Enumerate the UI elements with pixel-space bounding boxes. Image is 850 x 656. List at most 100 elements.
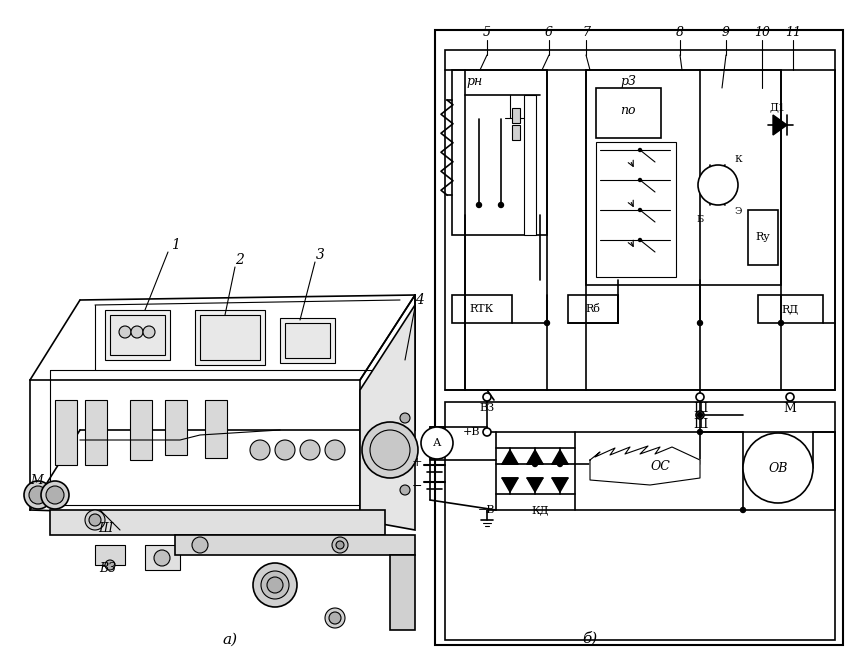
Circle shape (154, 550, 170, 566)
Bar (435, 30, 843, 645)
Polygon shape (527, 478, 543, 492)
Circle shape (698, 321, 702, 325)
Text: 4: 4 (415, 293, 424, 307)
Circle shape (638, 148, 642, 152)
Text: RТК: RТК (470, 304, 494, 314)
Circle shape (261, 571, 289, 599)
Circle shape (483, 428, 491, 436)
Text: КД: КД (531, 505, 549, 515)
Text: К: К (734, 155, 742, 165)
Circle shape (558, 462, 563, 466)
Text: 10: 10 (754, 26, 770, 39)
Text: 1: 1 (171, 238, 179, 252)
Text: 5: 5 (483, 26, 491, 39)
Circle shape (332, 537, 348, 553)
Bar (130, 400, 152, 460)
Circle shape (24, 481, 52, 509)
Text: Д1: Д1 (770, 102, 786, 112)
Bar (445, 402, 835, 640)
Text: 3: 3 (315, 248, 325, 262)
Text: ВЗ: ВЗ (99, 562, 116, 575)
Bar (568, 295, 618, 323)
Text: по: по (620, 104, 636, 117)
Bar (110, 315, 165, 355)
Bar (285, 323, 330, 358)
Text: 11: 11 (785, 26, 801, 39)
Circle shape (638, 239, 642, 241)
Text: 9: 9 (722, 26, 730, 39)
Circle shape (698, 165, 738, 205)
Circle shape (786, 393, 794, 401)
Bar (55, 400, 77, 465)
Text: +: + (411, 455, 422, 468)
Circle shape (336, 541, 344, 549)
Polygon shape (552, 450, 568, 464)
Circle shape (89, 514, 101, 526)
Bar (596, 88, 661, 138)
Circle shape (46, 486, 64, 504)
Bar (205, 400, 227, 458)
Circle shape (267, 577, 283, 593)
Bar (200, 315, 260, 360)
Bar (512, 125, 520, 140)
Bar (748, 210, 778, 265)
Text: М: М (784, 401, 796, 415)
Circle shape (362, 422, 418, 478)
Polygon shape (527, 450, 543, 464)
Bar (512, 108, 520, 123)
Circle shape (696, 411, 704, 419)
Circle shape (250, 440, 270, 460)
Circle shape (696, 393, 704, 401)
Text: Ш: Ш (693, 419, 707, 432)
Polygon shape (175, 535, 415, 555)
Circle shape (498, 203, 503, 207)
Text: 2: 2 (235, 253, 245, 267)
Bar (105, 310, 170, 360)
Bar (586, 70, 781, 285)
Polygon shape (552, 478, 568, 492)
Bar (95, 545, 125, 565)
Text: 8: 8 (676, 26, 684, 39)
Text: ВЗ: ВЗ (479, 403, 495, 413)
Bar (165, 400, 187, 455)
Circle shape (325, 440, 345, 460)
Circle shape (400, 413, 410, 423)
Circle shape (325, 608, 345, 628)
Text: 7: 7 (582, 26, 590, 39)
Circle shape (300, 440, 320, 460)
Text: +В: +В (462, 427, 480, 437)
Bar (145, 545, 180, 570)
Circle shape (253, 563, 297, 607)
Text: рЗ: рЗ (620, 75, 636, 89)
Text: А: А (433, 438, 441, 448)
Circle shape (131, 326, 143, 338)
Circle shape (638, 178, 642, 182)
Text: б): б) (582, 631, 598, 645)
Circle shape (85, 510, 105, 530)
Circle shape (477, 203, 481, 207)
Text: Rб: Rб (586, 304, 600, 314)
Circle shape (192, 537, 208, 553)
Text: −В: −В (479, 505, 496, 515)
Bar (758, 295, 823, 323)
Circle shape (638, 209, 642, 211)
Polygon shape (502, 450, 518, 464)
Bar (85, 400, 107, 465)
Circle shape (41, 481, 69, 509)
Circle shape (698, 413, 702, 417)
Circle shape (370, 430, 410, 470)
Circle shape (740, 508, 745, 512)
Text: а): а) (223, 633, 237, 647)
Circle shape (143, 326, 155, 338)
Text: М: М (31, 474, 43, 487)
Text: Rу: Rу (756, 232, 770, 242)
Polygon shape (390, 555, 415, 630)
Bar (452, 295, 512, 323)
Text: Б: Б (696, 216, 704, 224)
Text: Э: Э (734, 207, 742, 216)
Circle shape (743, 433, 813, 503)
Circle shape (275, 440, 295, 460)
Circle shape (532, 462, 537, 466)
Bar (280, 318, 335, 363)
Circle shape (545, 321, 549, 325)
